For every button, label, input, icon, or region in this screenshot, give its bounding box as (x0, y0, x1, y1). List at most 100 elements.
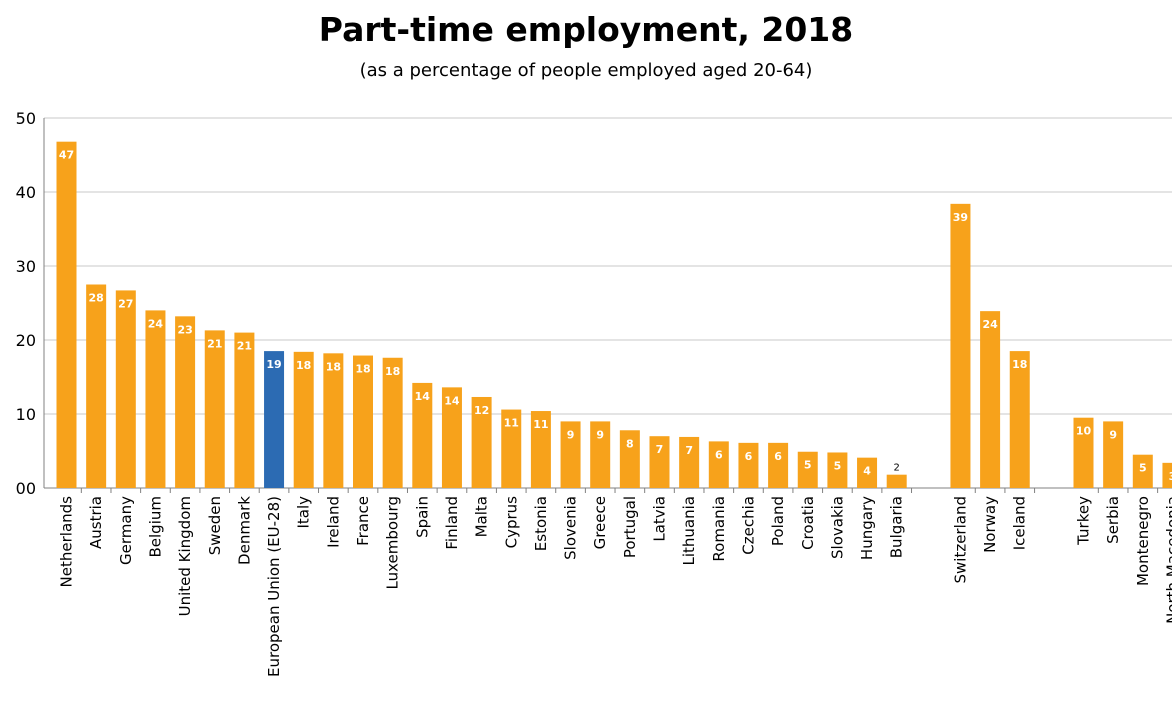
bar (234, 332, 255, 488)
x-tick-label: Croatia (799, 496, 817, 550)
x-tick-label: France (354, 496, 372, 546)
data-label: 14 (444, 394, 460, 407)
data-label: 5 (834, 459, 842, 472)
bar (886, 474, 907, 488)
bar (1073, 417, 1094, 488)
y-tick-label: 30 (16, 257, 36, 276)
x-tick-label: Hungary (858, 496, 876, 560)
data-label: 7 (656, 443, 664, 456)
data-label: 18 (296, 359, 311, 372)
bar (501, 409, 522, 488)
x-tick-label: Czechia (739, 496, 757, 555)
data-label: 6 (715, 448, 723, 461)
x-tick-label: Sweden (206, 496, 224, 555)
data-label: 28 (88, 292, 103, 305)
x-tick-label: Cyprus (502, 496, 520, 549)
data-label: 21 (237, 340, 252, 353)
bar (980, 311, 1001, 488)
x-tick-label: European Union (EU-28) (265, 496, 283, 677)
x-tick-label: Belgium (146, 496, 164, 558)
x-tick-label: Switzerland (951, 496, 969, 584)
data-label: 11 (533, 418, 548, 431)
x-tick-label: Spain (413, 496, 431, 538)
bar (768, 442, 789, 488)
y-tick-label: 20 (16, 331, 36, 350)
data-label: 18 (326, 360, 341, 373)
bar (797, 451, 818, 488)
data-label: 9 (567, 428, 575, 441)
x-tick-label: Finland (443, 496, 461, 550)
data-label: 18 (355, 363, 370, 376)
x-tick-label: Slovakia (828, 496, 846, 559)
y-tick-label: 40 (16, 183, 36, 202)
x-tick-label: Malta (473, 496, 491, 537)
bar (145, 310, 166, 488)
chart-title: Part-time employment, 2018 (318, 10, 854, 49)
data-label: 7 (685, 444, 693, 457)
x-tick-label: Netherlands (58, 496, 76, 588)
data-label: 18 (385, 365, 400, 378)
x-tick-label: Norway (981, 496, 999, 553)
x-tick-label: Portugal (621, 496, 639, 558)
x-tick-label: Poland (769, 496, 787, 546)
x-tick-label: Serbia (1104, 496, 1122, 544)
bar (1162, 462, 1172, 488)
bar (264, 351, 285, 488)
chart-subtitle: (as a percentage of people employed aged… (359, 60, 813, 81)
y-tick-label: 00 (16, 479, 36, 498)
data-label: 18 (1012, 358, 1027, 371)
bar (175, 316, 196, 488)
bar (950, 203, 971, 488)
x-tick-label: Latvia (651, 496, 669, 542)
bar (708, 441, 729, 488)
x-tick-label: Bulgaria (888, 496, 906, 558)
data-label: 27 (118, 297, 133, 310)
bar (204, 330, 225, 488)
data-label: 3 (1169, 470, 1172, 483)
x-tick-label: Slovenia (562, 496, 580, 560)
data-label: 2 (894, 463, 900, 474)
x-tick-label: Denmark (235, 496, 253, 565)
bar (530, 411, 551, 488)
bar (857, 457, 878, 488)
x-tick-label: Greece (591, 496, 609, 549)
y-tick-label: 50 (16, 109, 36, 128)
x-tick-label: Estonia (532, 496, 550, 551)
bar (619, 430, 640, 488)
bar (1009, 351, 1030, 488)
bar (115, 290, 136, 488)
data-label: 9 (1109, 428, 1117, 441)
data-label: 24 (148, 317, 164, 330)
bar (738, 442, 759, 488)
x-tick-label: Montenegro (1134, 496, 1152, 586)
bar (441, 387, 462, 488)
bar (56, 141, 77, 488)
data-label: 9 (596, 428, 604, 441)
bar (1103, 421, 1124, 488)
bar (353, 355, 373, 488)
x-tick-label: Luxembourg (384, 496, 402, 590)
x-tick-label: Iceland (1011, 496, 1029, 550)
x-tick-label: Turkey (1074, 496, 1092, 546)
bar (679, 436, 700, 488)
bar (323, 353, 344, 488)
bar (293, 351, 314, 488)
data-label: 11 (504, 417, 519, 430)
x-tick-label: Austria (87, 496, 105, 549)
x-tick-label: Italy (295, 496, 313, 529)
bar (471, 396, 492, 488)
data-label: 21 (207, 337, 222, 350)
bar (412, 382, 433, 488)
x-tick-label: Lithuania (680, 496, 698, 565)
data-label: 12 (474, 404, 489, 417)
data-label: 47 (59, 149, 74, 162)
bar (382, 357, 403, 488)
bar (590, 421, 611, 488)
data-label: 10 (1076, 425, 1092, 438)
x-tick-label: Ireland (324, 496, 342, 548)
bar (1132, 454, 1153, 488)
data-label: 14 (415, 390, 431, 403)
bar (560, 421, 581, 488)
y-tick-label: 10 (16, 405, 36, 424)
